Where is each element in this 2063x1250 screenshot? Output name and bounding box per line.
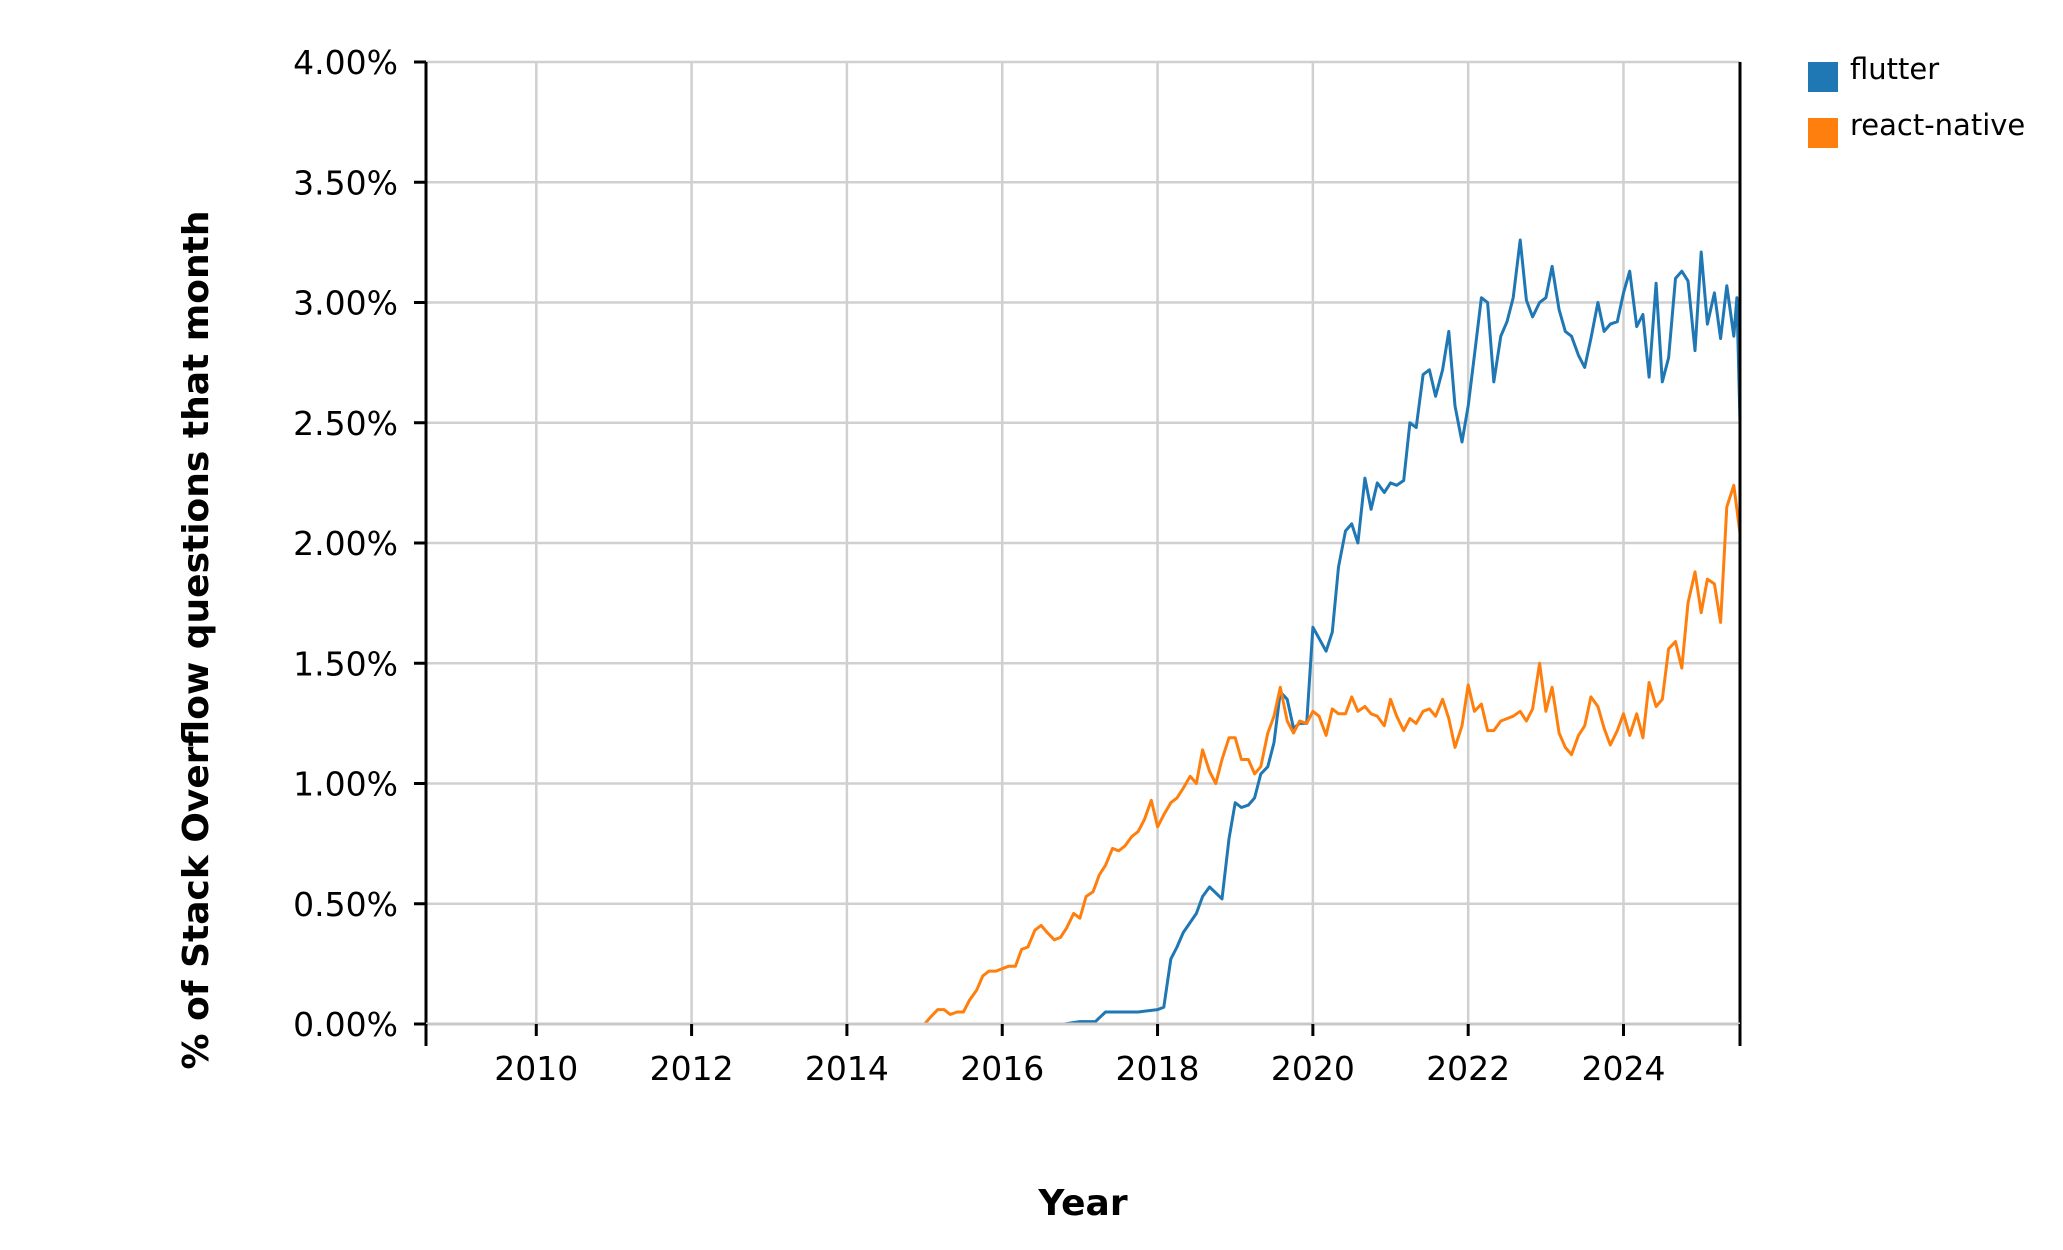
legend: flutter react-native [1808,52,2025,148]
y-tick-label: 0.00% [293,1005,398,1044]
y-tick-label: 2.00% [293,524,398,563]
y-tick-label: 3.00% [293,284,398,323]
legend-swatch-react-native [1808,118,1838,148]
x-tick-label: 2012 [650,1049,734,1088]
x-tick-label: 2020 [1271,1049,1355,1088]
series-line-react-native [426,483,1742,1026]
y-tick-label: 3.50% [293,163,398,202]
x-axis-title: Year [1037,1183,1127,1224]
y-axis-title: % of Stack Overflow questions that month [176,211,217,1070]
legend-label-flutter: flutter [1850,52,1939,86]
series-line-flutter [426,238,1742,1026]
x-tick-label: 2016 [960,1049,1044,1088]
series-lines [426,238,1742,1026]
x-tick-label: 2024 [1582,1049,1666,1088]
legend-label-react-native: react-native [1850,108,2025,142]
x-tick-label: 2014 [805,1049,889,1088]
grid [426,60,1740,1026]
y-tick-label: 0.50% [293,885,398,924]
x-tick-label: 2010 [494,1049,578,1088]
ticks: 0.00% 0.50% 1.00% 1.50% 2.00% 2.50% 3.00% 3.50%… [293,43,1742,1088]
y-tick-label: 2.50% [293,404,398,443]
legend-swatch-flutter [1808,62,1838,92]
x-tick-label: 2022 [1426,1049,1510,1088]
y-tick-label: 1.50% [293,644,398,683]
y-tick-label: 1.00% [293,765,398,804]
y-tick-label: 4.00% [293,43,398,82]
x-tick-label: 2018 [1116,1049,1200,1088]
